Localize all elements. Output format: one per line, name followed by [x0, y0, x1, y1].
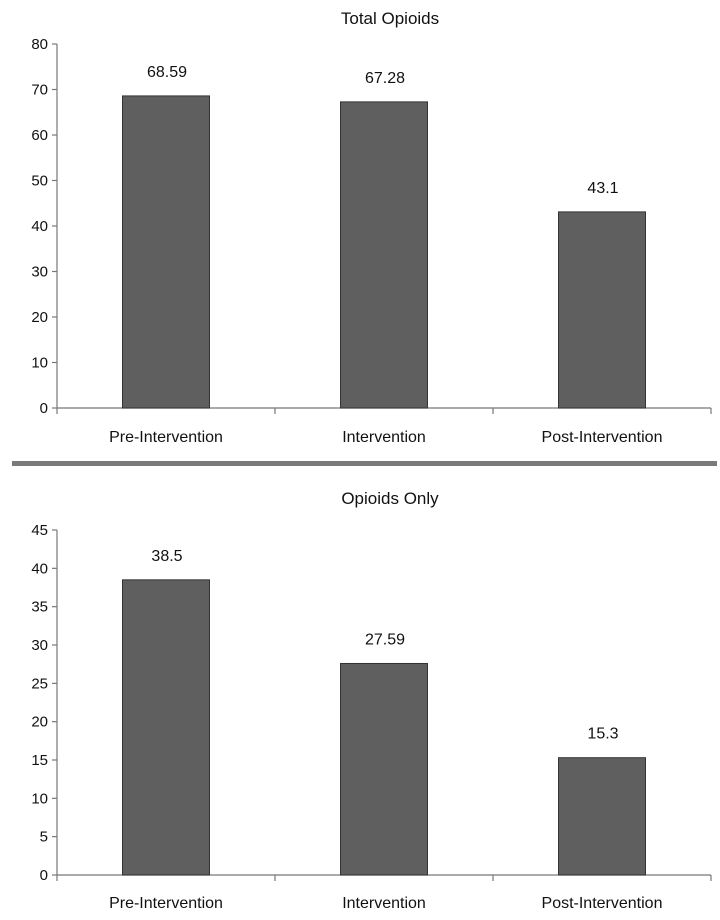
y-tick-label: 30: [31, 637, 48, 654]
y-tick-label: 0: [40, 400, 48, 417]
category-label-pre-intervention: Pre-Intervention: [109, 895, 223, 912]
bar-post-intervention: [558, 757, 646, 876]
data-label-intervention: 67.28: [365, 70, 405, 87]
bar-intervention: [340, 101, 428, 409]
y-tick-label: 15: [31, 752, 48, 769]
y-tick-label: 45: [31, 522, 48, 539]
category-label-post-intervention: Post-Intervention: [542, 895, 663, 912]
category-label-pre-intervention: Pre-Intervention: [109, 429, 223, 446]
y-tick-label: 20: [31, 714, 48, 731]
y-tick-label: 60: [31, 127, 48, 144]
data-label-pre-intervention: 68.59: [147, 64, 187, 81]
y-tick-label: 50: [31, 173, 48, 190]
data-label-intervention: 27.59: [365, 631, 405, 648]
y-tick-label: 40: [31, 560, 48, 577]
y-tick-label: 40: [31, 218, 48, 235]
data-label-pre-intervention: 38.5: [151, 548, 182, 565]
chart-title: Total Opioids: [341, 9, 439, 28]
y-tick-label: 10: [31, 355, 48, 372]
total-opioids-chart: Total Opioids 0 10 20 30 40 50 60 70 80 68.59 Pre-I…: [31, 9, 712, 446]
data-label-post-intervention: 15.3: [587, 726, 618, 743]
y-tick-label: 5: [40, 829, 48, 846]
bar-pre-intervention: [122, 579, 210, 876]
y-tick-label: 70: [31, 82, 48, 99]
category-label-intervention: Intervention: [342, 895, 426, 912]
bar-pre-intervention: [122, 95, 210, 409]
chart-title: Opioids Only: [341, 489, 439, 508]
y-tick-label: 80: [31, 36, 48, 53]
y-tick-label: 20: [31, 309, 48, 326]
y-tick-label: 0: [40, 867, 48, 884]
y-tick-label: 35: [31, 599, 48, 616]
category-label-intervention: Intervention: [342, 429, 426, 446]
bar-intervention: [340, 662, 428, 876]
opioids-only-chart: Opioids Only 0 5 10 15 20 25 30 35 40 45 38.5 Pre-In…: [31, 489, 712, 912]
data-label-post-intervention: 43.1: [587, 180, 618, 197]
y-tick-label: 30: [31, 264, 48, 281]
chart-divider: [12, 461, 717, 466]
y-tick-label: 25: [31, 675, 48, 692]
category-label-post-intervention: Post-Intervention: [542, 429, 663, 446]
bar-post-intervention: [558, 211, 646, 409]
y-tick-label: 10: [31, 790, 48, 807]
